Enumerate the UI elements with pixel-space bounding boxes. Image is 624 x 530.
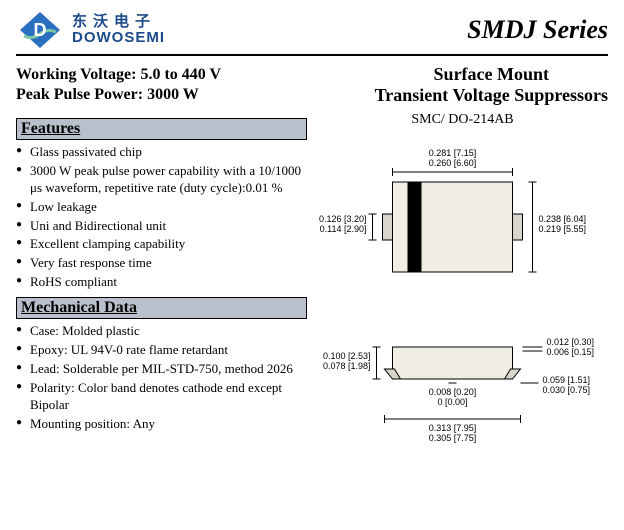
key-specs: Working Voltage: 5.0 to 440 V Peak Pulse… [16,64,221,106]
svg-text:0.281 [7.15]: 0.281 [7.15] [429,148,477,158]
svg-text:0.100 [2.53]: 0.100 [2.53] [323,351,371,361]
svg-text:0.012 [0.30]: 0.012 [0.30] [547,337,595,347]
brand-logo: D [16,10,64,50]
mechdata-heading: Mechanical Data [16,297,307,319]
subhead-row: Working Voltage: 5.0 to 440 V Peak Pulse… [16,64,608,106]
list-item: 3000 W peak pulse power capability with … [16,163,307,197]
list-item: Low leakage [16,199,307,216]
svg-text:0.219 [5.55]: 0.219 [5.55] [539,224,587,234]
svg-text:0.114 [2.90]: 0.114 [2.90] [320,224,367,234]
product-title-l2: Transient Voltage Suppressors [375,85,608,106]
list-item: Glass passivated chip [16,144,307,161]
package-title: SMC/ DO-214AB [317,112,608,128]
header: D 东沃电子 DOWOSEMI SMDJ Series [16,10,608,56]
list-item: Polarity: Color band denotes cathode end… [16,380,307,414]
list-item: RoHS compliant [16,274,307,291]
svg-text:0.126 [3.20]: 0.126 [3.20] [319,214,367,224]
working-voltage: Working Voltage: 5.0 to 440 V [16,66,221,84]
svg-text:0.313 [7.95]: 0.313 [7.95] [429,423,477,433]
package-drawing: 0.281 [7.15] 0.260 [6.60] 0.126 [3.20] 0… [317,132,608,462]
list-item: Very fast response time [16,255,307,272]
mechdata-list: Case: Molded plastic Epoxy: UL 94V-0 rat… [16,323,307,432]
svg-text:D: D [34,20,47,40]
svg-text:0.238 [6.04]: 0.238 [6.04] [539,214,587,224]
svg-text:0 [0.00]: 0 [0.00] [437,397,467,407]
list-item: Lead: Solderable per MIL-STD-750, method… [16,361,307,378]
peak-power: Peak Pulse Power: 3000 W [16,86,221,104]
series-title: SMDJ Series [467,15,608,45]
svg-text:0.078 [1.98]: 0.078 [1.98] [323,361,371,371]
features-heading: Features [16,118,307,140]
list-item: Excellent clamping capability [16,236,307,253]
list-item: Uni and Bidirectional unit [16,218,307,235]
product-title-l1: Surface Mount [375,64,608,85]
list-item: Case: Molded plastic [16,323,307,340]
brand-name-cn: 东沃电子 [72,14,165,31]
svg-text:0.305 [7.75]: 0.305 [7.75] [429,433,477,443]
svg-text:0.006 [0.15]: 0.006 [0.15] [547,347,595,357]
svg-text:0.260 [6.60]: 0.260 [6.60] [429,158,477,168]
svg-text:0.030 [0.75]: 0.030 [0.75] [543,385,591,395]
features-list: Glass passivated chip 3000 W peak pulse … [16,144,307,291]
list-item: Mounting position: Any [16,416,307,433]
list-item: Epoxy: UL 94V-0 rate flame retardant [16,342,307,359]
brand-block: D 东沃电子 DOWOSEMI [16,10,165,50]
product-title: Surface Mount Transient Voltage Suppress… [375,64,608,106]
svg-text:0.059 [1.51]: 0.059 [1.51] [543,375,591,385]
svg-text:0.008 [0.20]: 0.008 [0.20] [429,387,477,397]
brand-name-en: DOWOSEMI [72,30,165,47]
